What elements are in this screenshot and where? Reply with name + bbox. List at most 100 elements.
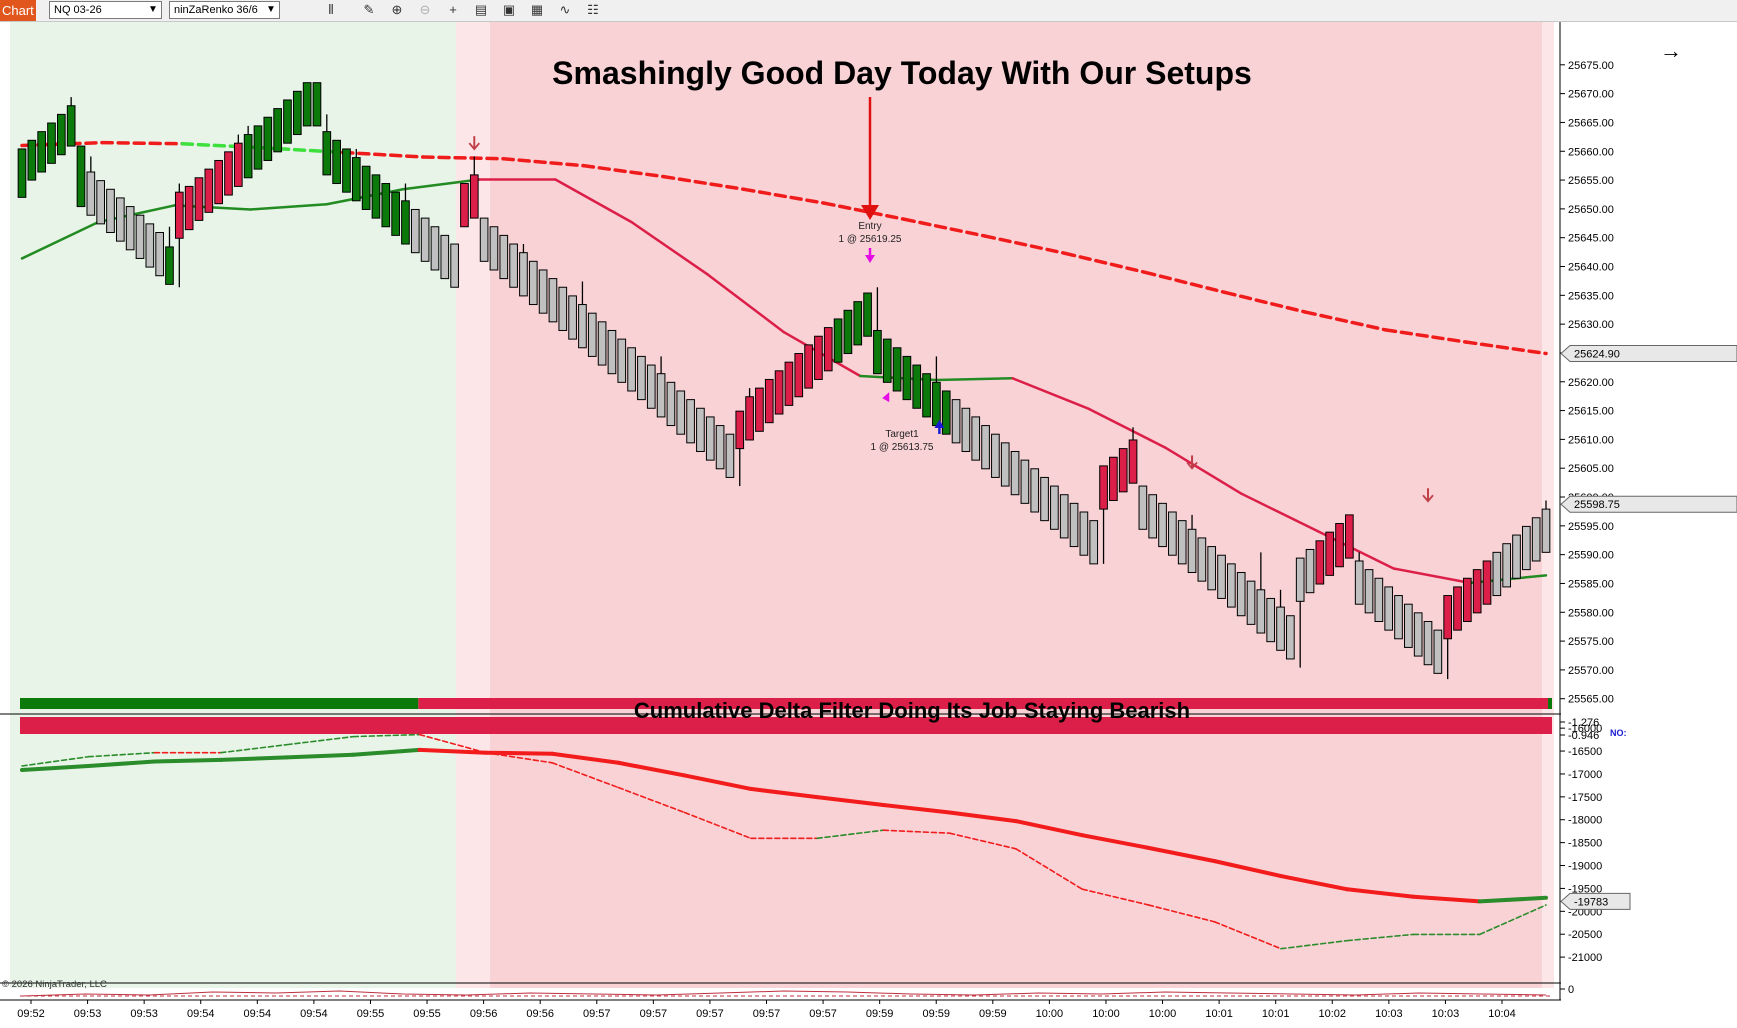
time-tick-label: 10:02	[1319, 1008, 1347, 1020]
nav-forward-icon[interactable]: →	[1660, 38, 1682, 63]
templates-icon[interactable]: ▣	[502, 2, 516, 17]
price-tick-label: 25570.00	[1568, 665, 1614, 677]
cd-line-segment	[1477, 895, 1548, 904]
candle-body	[381, 183, 391, 228]
cd-value-badge	[1560, 892, 1631, 910]
price-tick-label: 25640.00	[1568, 262, 1614, 274]
time-tick-label: 09:53	[74, 1008, 102, 1020]
time-tick-label: 09:54	[187, 1008, 215, 1020]
candle-body	[1276, 606, 1285, 651]
trend-bars	[20, 698, 1552, 734]
session-backgrounds	[10, 22, 1554, 988]
candle-body	[312, 82, 322, 127]
time-axis: 09:52 09:53 09:53 09:54 09:54 09:54 09:55 09:55…	[17, 1000, 1516, 1020]
ma-segment	[935, 377, 1014, 382]
candle-body	[1512, 534, 1521, 579]
zoom-in-icon[interactable]: ⊕	[391, 2, 403, 17]
candle-body	[823, 327, 833, 372]
bar-style-icon[interactable]: ⫴	[328, 2, 334, 17]
candle-body	[1168, 511, 1177, 556]
cd-signal-segment	[1015, 848, 1083, 890]
candle-body	[410, 208, 420, 254]
entry-fill-marker	[882, 392, 890, 403]
candle-body	[558, 286, 568, 331]
candle-body	[450, 243, 459, 288]
candle-body	[204, 168, 214, 213]
candle-body	[155, 232, 164, 277]
candle-body	[941, 390, 951, 435]
candle-body	[224, 151, 233, 196]
time-tick-label: 10:00	[1149, 1008, 1177, 1020]
transition-bg	[456, 22, 490, 988]
candle-body	[1079, 511, 1089, 556]
cd-line-segment	[1212, 859, 1283, 879]
ema-segment	[1383, 328, 1468, 344]
candle-body	[1364, 569, 1374, 614]
chart-canvas[interactable]: Entry 1 @ 25619.25 Target1 1 @ 25613.75 256…	[0, 22, 1737, 1028]
candle-body	[37, 131, 46, 173]
cd-tick-label: -19000	[1568, 861, 1602, 873]
candle-body	[86, 171, 96, 216]
properties-icon[interactable]: ☷	[587, 2, 599, 17]
candle-body	[1099, 465, 1108, 510]
price-tick-label: 25590.00	[1568, 550, 1614, 562]
bar-type-selector[interactable]: ninZaRenko 36/6 ▼	[169, 1, 280, 19]
ma-segment	[1392, 567, 1472, 585]
candle-body	[853, 301, 863, 346]
pencil-icon[interactable]: ✎	[363, 2, 375, 17]
entry-label: Entry	[858, 221, 881, 232]
candle-body	[469, 174, 479, 219]
time-tick-label: 09:57	[583, 1008, 611, 1020]
chart-tab[interactable]: Chart	[0, 0, 36, 21]
cd-signal-segment	[352, 733, 421, 738]
price-badge	[1560, 345, 1737, 363]
time-tick-label: 10:00	[1036, 1008, 1064, 1020]
candle-body	[1217, 554, 1226, 599]
time-tick-label: 09:57	[753, 1008, 781, 1020]
candle-body	[1531, 517, 1541, 562]
time-tick-label: 09:59	[922, 1008, 950, 1020]
trend-bar-red	[418, 698, 1552, 709]
candle-body	[1413, 612, 1423, 657]
candle-body	[735, 410, 745, 450]
indicator-tick-label: -1.276	[1568, 717, 1599, 729]
candle-body	[1030, 468, 1040, 513]
price-tick-label: 25650.00	[1568, 204, 1614, 216]
ema-segment	[822, 201, 907, 222]
instrument-selector[interactable]: NQ 03-26 ▼	[49, 1, 162, 19]
strategies-icon[interactable]: ∿	[559, 2, 571, 17]
strip-tick-label: 0	[1568, 984, 1574, 996]
candle-body	[843, 309, 853, 355]
data-box-icon[interactable]: ▤	[474, 2, 488, 17]
cd-line-segment	[682, 773, 753, 791]
candle-body	[361, 165, 371, 210]
candle-body	[401, 200, 410, 245]
cd-signal-segment	[948, 832, 1017, 850]
chart-title: Smashingly Good Day Today With Our Setup…	[552, 55, 1252, 91]
indicators-icon[interactable]: ▦	[530, 2, 544, 17]
candle-body	[1187, 528, 1197, 574]
time-tick-label: 10:01	[1262, 1008, 1290, 1020]
candle-body	[715, 425, 725, 470]
ma-segment	[1163, 446, 1243, 495]
zoom-out-icon[interactable]: ⊖	[419, 2, 431, 17]
cd-signal-segment	[286, 735, 355, 746]
price-tick-label: 25620.00	[1568, 377, 1614, 389]
ma-segment	[630, 220, 710, 276]
price-badge-label: 25624.90	[1574, 349, 1620, 361]
cd-line-segment	[1278, 874, 1350, 892]
candle-body	[56, 113, 66, 156]
candle-body	[1404, 603, 1413, 648]
candle-body	[47, 122, 56, 164]
time-tick-label: 10:03	[1432, 1008, 1460, 1020]
ma-segment	[20, 220, 100, 260]
candle-body	[1236, 572, 1246, 617]
price-tick-label: 25585.00	[1568, 578, 1614, 590]
candle-body	[283, 99, 292, 144]
candle-body	[96, 180, 105, 225]
candle-body	[1177, 520, 1187, 565]
price-tick-label: 25595.00	[1568, 521, 1614, 533]
target-marker	[934, 420, 945, 428]
crosshair-icon[interactable]: +	[449, 2, 457, 17]
candle-body	[863, 292, 872, 337]
